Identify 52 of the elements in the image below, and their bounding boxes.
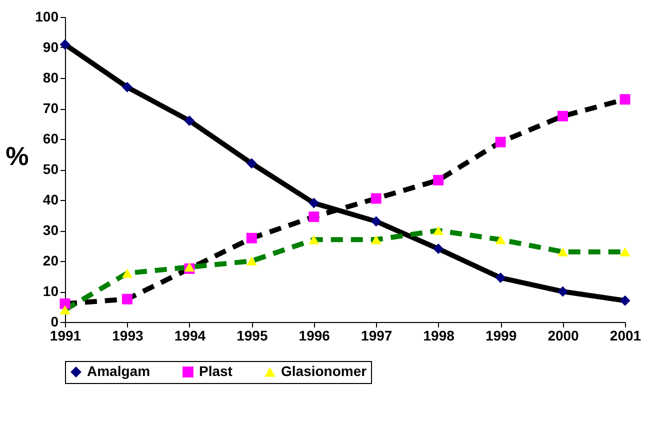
y-tick-label: 50: [42, 161, 59, 177]
point: [122, 268, 132, 278]
point: [433, 226, 444, 236]
point: [308, 212, 320, 222]
point: [184, 115, 195, 126]
point: [558, 286, 568, 297]
y-tick-label: 30: [42, 222, 59, 238]
point: [620, 94, 630, 105]
point: [370, 193, 382, 204]
y-tick-label: 60: [42, 130, 59, 146]
x-tick-label: 1999: [485, 328, 517, 344]
point: [308, 198, 320, 208]
y-tick-label: 100: [35, 8, 59, 24]
point: [246, 232, 257, 244]
legend-label: Glasionomer: [281, 363, 368, 379]
x-tick-label: 1991: [50, 328, 82, 344]
point: [620, 295, 630, 306]
x-tick-label: 1993: [112, 328, 144, 344]
y-tick-label: 20: [42, 252, 59, 268]
y-tick-label: 90: [42, 39, 59, 55]
y-axis-title: %: [6, 141, 29, 171]
x-tick-label: 2000: [548, 328, 580, 344]
point: [495, 272, 506, 284]
y-tick-label: 40: [42, 192, 59, 208]
y-tick-label: 80: [42, 70, 59, 86]
point: [308, 235, 320, 244]
point: [495, 136, 506, 148]
point: [60, 39, 70, 50]
x-tick-label: 1998: [423, 328, 455, 344]
y-tick-label: 0: [50, 314, 59, 330]
point: [122, 82, 132, 92]
y-tick-label: 70: [42, 100, 59, 116]
x-tick-label: 1997: [361, 328, 392, 344]
point: [558, 247, 568, 256]
legend-label: Amalgam: [87, 363, 150, 379]
point: [495, 235, 506, 244]
point: [60, 305, 70, 314]
point: [246, 158, 257, 169]
point: [246, 256, 257, 266]
point: [370, 235, 382, 244]
x-tick-label: 1995: [236, 328, 268, 344]
y-tick-label: 10: [42, 283, 59, 299]
point: [433, 174, 444, 186]
point: [620, 247, 630, 256]
x-tick-label: 1996: [298, 328, 330, 344]
x-tick-label: 2001: [610, 328, 642, 344]
point: [122, 294, 132, 304]
legend-label: Plast: [199, 363, 233, 379]
x-tick-label: 1994: [174, 328, 206, 344]
point: [370, 216, 382, 227]
point: [433, 244, 444, 254]
point: [558, 110, 568, 122]
